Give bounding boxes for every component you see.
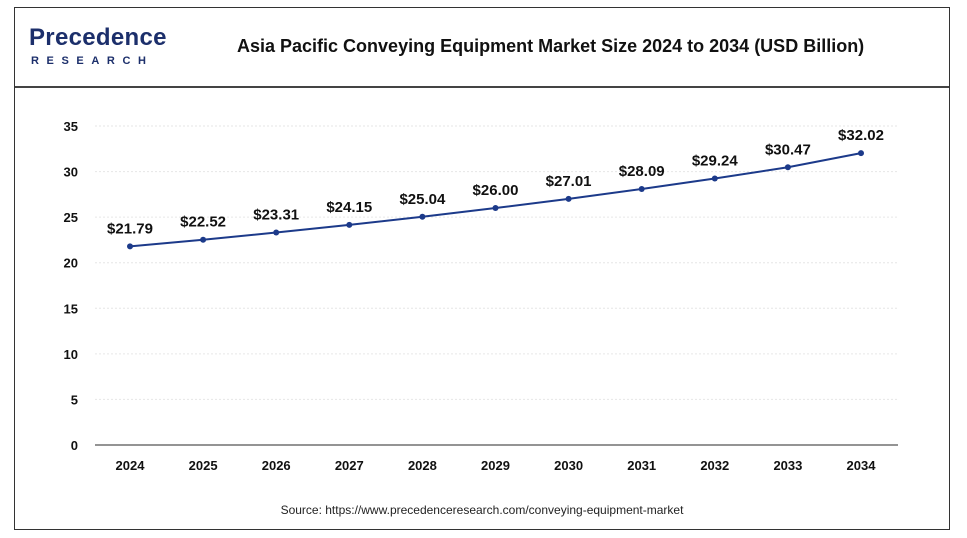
x-tick-label: 2033 bbox=[773, 458, 802, 473]
x-tick-label: 2030 bbox=[554, 458, 583, 473]
data-point bbox=[200, 236, 207, 243]
data-point bbox=[638, 185, 645, 192]
x-tick-label: 2025 bbox=[189, 458, 218, 473]
brand-name: Precedence bbox=[29, 24, 167, 51]
data-point bbox=[858, 150, 864, 157]
y-tick-label: 20 bbox=[64, 256, 78, 271]
data-label: $32.02 bbox=[838, 127, 884, 144]
chart-header: Precedence RESEARCH Asia Pacific Conveyi… bbox=[15, 8, 949, 88]
data-label: $30.47 bbox=[765, 141, 811, 158]
data-label: $23.31 bbox=[253, 207, 299, 224]
data-point bbox=[127, 243, 133, 250]
data-label: $28.09 bbox=[619, 163, 665, 180]
x-tick-label: 2032 bbox=[700, 458, 729, 473]
brand-sub: RESEARCH bbox=[31, 55, 154, 67]
data-point bbox=[346, 221, 353, 228]
data-label: $26.00 bbox=[473, 182, 519, 199]
x-tick-label: 2034 bbox=[847, 458, 877, 473]
data-point bbox=[419, 213, 426, 220]
data-label: $24.15 bbox=[326, 199, 372, 216]
x-tick-label: 2027 bbox=[335, 458, 364, 473]
data-label: $21.79 bbox=[107, 220, 153, 237]
data-point bbox=[565, 195, 572, 202]
series-line bbox=[129, 152, 862, 248]
x-tick-label: 2024 bbox=[116, 458, 146, 473]
x-tick-label: 2028 bbox=[408, 458, 437, 473]
data-label: $25.04 bbox=[399, 191, 446, 208]
y-tick-label: 30 bbox=[64, 165, 78, 180]
x-tick-label: 2031 bbox=[627, 458, 656, 473]
y-tick-label: 15 bbox=[64, 301, 78, 316]
x-tick-label: 2029 bbox=[481, 458, 510, 473]
y-tick-label: 0 bbox=[71, 438, 78, 453]
chart-frame: Precedence RESEARCH Asia Pacific Conveyi… bbox=[14, 7, 950, 530]
y-tick-label: 25 bbox=[64, 210, 78, 225]
brand-logo: Precedence RESEARCH bbox=[29, 24, 189, 72]
chart-title: Asia Pacific Conveying Equipment Market … bbox=[237, 36, 865, 56]
y-tick-label: 5 bbox=[71, 392, 78, 407]
data-point bbox=[492, 205, 499, 212]
data-label: $27.01 bbox=[546, 173, 592, 190]
x-tick-label: 2026 bbox=[262, 458, 291, 473]
y-tick-label: 10 bbox=[64, 347, 78, 362]
y-tick-label: 35 bbox=[64, 119, 78, 134]
data-label: $29.24 bbox=[692, 152, 739, 169]
data-point bbox=[711, 175, 718, 182]
source-note: Source: https://www.precedenceresearch.c… bbox=[280, 503, 684, 517]
data-point bbox=[784, 164, 791, 171]
data-label: $22.52 bbox=[180, 214, 226, 231]
data-point bbox=[273, 229, 280, 236]
